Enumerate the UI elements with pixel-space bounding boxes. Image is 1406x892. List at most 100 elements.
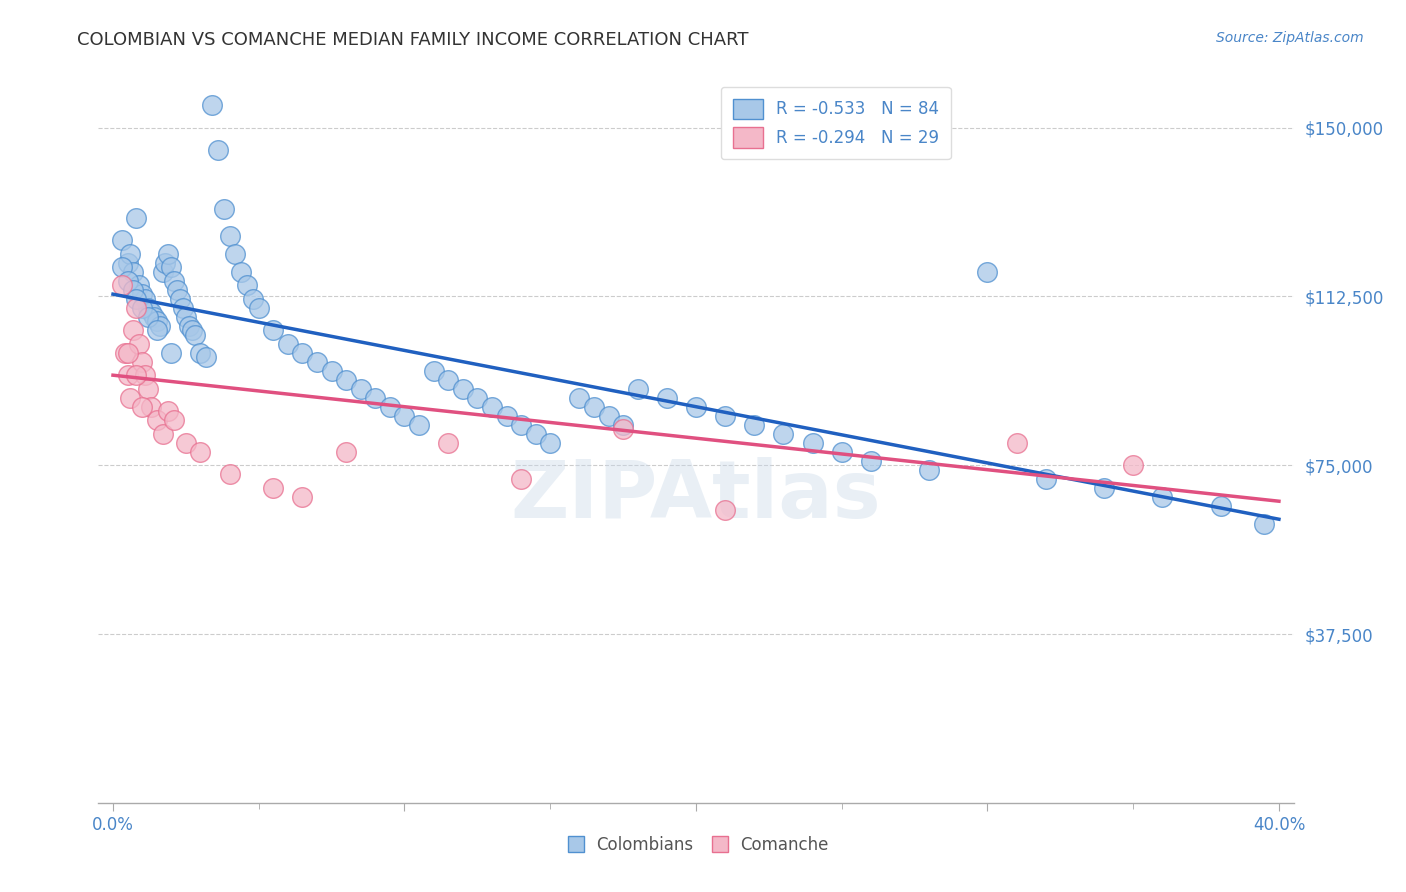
Point (236, 278, 259, 293)
Point (918, 463, 941, 477)
Point (218, 467, 240, 482)
Point (772, 426, 794, 441)
Point (685, 400, 707, 414)
Point (117, 345, 139, 359)
Point (801, 435, 824, 450)
Point (174, 310, 197, 324)
Point (145, 413, 167, 427)
Point (714, 409, 737, 423)
Point (169, 292, 191, 306)
Point (128, 336, 150, 351)
Point (139, 400, 162, 414)
Point (177, 318, 200, 333)
Point (172, 301, 194, 315)
Point (1005, 435, 1028, 450)
Point (134, 368, 156, 383)
Point (111, 278, 134, 293)
Point (277, 336, 299, 351)
Point (742, 417, 765, 432)
Point (139, 305, 162, 319)
Point (437, 435, 460, 450)
Point (134, 292, 156, 306)
Point (247, 301, 270, 315)
Legend: Colombians, Comanche: Colombians, Comanche (557, 829, 835, 860)
Point (160, 345, 183, 359)
Point (111, 233, 134, 247)
Point (598, 409, 620, 423)
Point (125, 368, 148, 383)
Point (122, 323, 145, 337)
Point (155, 255, 177, 269)
Point (481, 400, 503, 414)
Point (174, 435, 197, 450)
Point (378, 400, 401, 414)
Point (117, 255, 139, 269)
Point (152, 265, 174, 279)
Point (131, 400, 153, 414)
Point (612, 422, 634, 436)
Point (125, 211, 148, 225)
Point (495, 409, 517, 423)
Point (212, 202, 235, 216)
Point (163, 274, 186, 288)
Point (1152, 490, 1174, 504)
Point (831, 444, 853, 458)
Point (976, 265, 998, 279)
Point (190, 444, 212, 458)
Point (195, 350, 218, 364)
Point (437, 373, 460, 387)
Point (408, 417, 430, 432)
Point (136, 310, 159, 324)
Point (207, 143, 229, 157)
Point (131, 301, 153, 315)
Point (859, 453, 882, 467)
Point (655, 391, 678, 405)
Text: COLOMBIAN VS COMANCHE MEDIAN FAMILY INCOME CORRELATION CHART: COLOMBIAN VS COMANCHE MEDIAN FAMILY INCO… (77, 31, 749, 49)
Point (136, 301, 159, 315)
Point (291, 345, 314, 359)
Point (136, 382, 159, 396)
Point (152, 426, 174, 441)
Point (364, 391, 387, 405)
Point (142, 310, 165, 324)
Point (394, 409, 416, 423)
Point (714, 503, 737, 517)
Point (201, 98, 224, 112)
Point (262, 323, 284, 337)
Point (612, 417, 634, 432)
Point (157, 246, 180, 260)
Point (157, 404, 180, 418)
Point (291, 490, 314, 504)
Point (627, 382, 650, 396)
Point (1035, 472, 1057, 486)
Point (582, 400, 605, 414)
Point (125, 292, 148, 306)
Point (350, 382, 373, 396)
Point (321, 364, 343, 378)
Point (120, 246, 142, 260)
Point (510, 472, 533, 486)
Point (131, 287, 153, 301)
Point (451, 382, 474, 396)
Point (262, 481, 284, 495)
Point (467, 391, 489, 405)
Point (145, 314, 167, 328)
Point (117, 274, 139, 288)
Point (231, 265, 253, 279)
Point (131, 354, 153, 368)
Point (163, 413, 186, 427)
Point (218, 228, 240, 243)
Point (335, 444, 357, 458)
Point (1253, 516, 1275, 531)
Text: ZIPAtlas: ZIPAtlas (510, 457, 882, 534)
Point (190, 345, 212, 359)
Point (111, 260, 134, 275)
Point (160, 260, 183, 275)
Point (166, 283, 188, 297)
Point (242, 292, 264, 306)
Point (1209, 499, 1232, 513)
Point (422, 364, 444, 378)
Point (125, 301, 148, 315)
Point (224, 246, 246, 260)
Point (335, 373, 357, 387)
